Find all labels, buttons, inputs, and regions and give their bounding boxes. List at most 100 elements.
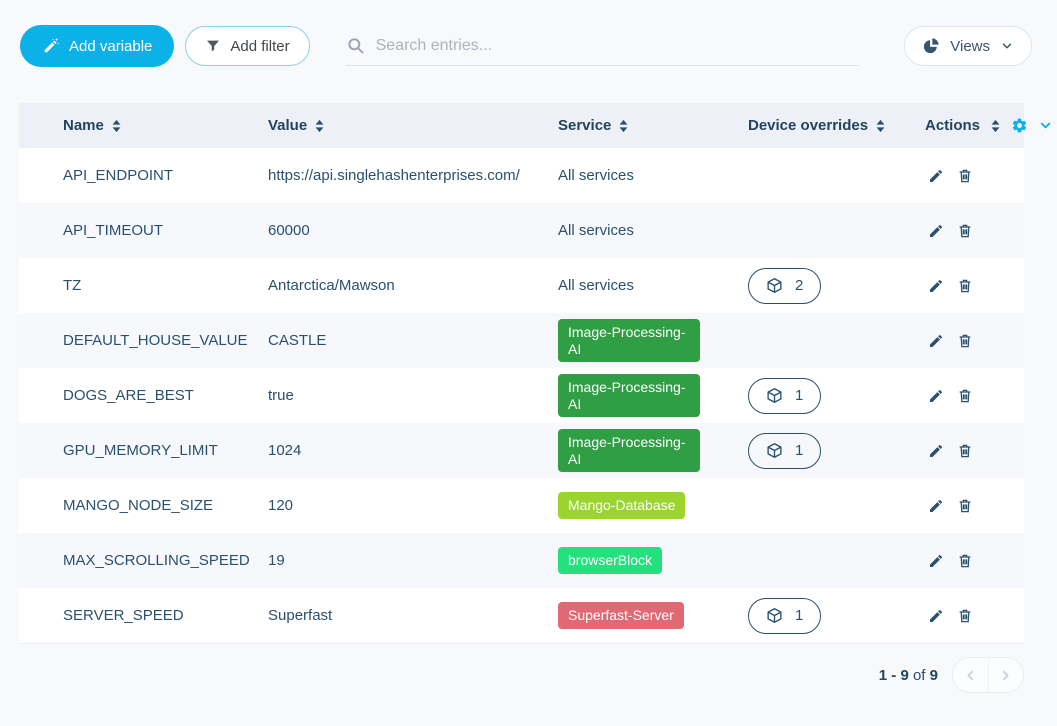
views-label: Views: [950, 37, 990, 55]
variable-value: true: [268, 387, 294, 404]
row-actions: [908, 441, 1024, 461]
row-actions: [908, 551, 1024, 571]
device-overrides-pill[interactable]: 1: [748, 597, 822, 634]
service-cell: browserBlock: [558, 547, 748, 574]
pencil-icon: [928, 223, 944, 239]
delete-button[interactable]: [955, 441, 975, 461]
edit-button[interactable]: [926, 221, 946, 241]
trash-icon: [957, 278, 973, 294]
next-page-button[interactable]: [987, 658, 1024, 692]
trash-icon: [957, 498, 973, 514]
search-input[interactable]: [375, 36, 859, 55]
trash-icon: [957, 553, 973, 569]
device-overrides-count: 1: [795, 387, 804, 404]
table-header: Name Value Service Device overrides Acti…: [19, 103, 1051, 148]
variable-value: https://api.singlehashenterprises.com/: [268, 167, 520, 184]
sort-arrows-icon: [314, 119, 325, 133]
package-box-icon: [766, 387, 783, 404]
trash-icon: [957, 388, 973, 404]
pagination-total: 9: [929, 666, 938, 684]
delete-button[interactable]: [955, 276, 975, 296]
device-overrides-cell: 1: [748, 377, 908, 414]
service-cell: Image-Processing-AI: [558, 373, 748, 418]
row-actions: [908, 496, 1024, 516]
toolbar: Add variable Add filter Views: [0, 0, 1057, 67]
edit-button[interactable]: [926, 331, 946, 351]
variable-value: 19: [268, 552, 285, 569]
row-actions: [908, 331, 1024, 351]
trash-icon: [957, 608, 973, 624]
service-badge: Image-Processing-AI: [558, 318, 700, 363]
column-header-name[interactable]: Name: [63, 117, 268, 134]
delete-button[interactable]: [955, 386, 975, 406]
magic-wand-icon: [42, 37, 60, 55]
column-label: Service: [558, 117, 612, 134]
previous-page-button[interactable]: [953, 658, 988, 692]
table-row: MAX_SCROLLING_SPEED 19 browserBlock: [19, 533, 1024, 588]
delete-button[interactable]: [955, 496, 975, 516]
variable-value: 1024: [268, 442, 302, 459]
row-actions: [908, 221, 1024, 241]
variable-name: DEFAULT_HOUSE_VALUE: [63, 332, 248, 349]
add-variable-button[interactable]: Add variable: [20, 25, 175, 67]
variable-value: Superfast: [268, 607, 333, 624]
filter-funnel-icon: [205, 38, 221, 54]
edit-button[interactable]: [926, 606, 946, 626]
delete-button[interactable]: [955, 331, 975, 351]
column-header-service[interactable]: Service: [558, 117, 748, 134]
views-button[interactable]: Views: [904, 26, 1032, 66]
add-filter-label: Add filter: [230, 37, 290, 55]
variable-name: SERVER_SPEED: [63, 607, 184, 624]
service-cell: Image-Processing-AI: [558, 318, 748, 363]
column-label: Device overrides: [748, 117, 869, 134]
service-text: All services: [558, 222, 634, 239]
delete-button[interactable]: [955, 551, 975, 571]
delete-button[interactable]: [955, 606, 975, 626]
service-cell: Mango-Database: [558, 492, 748, 519]
edit-button[interactable]: [926, 276, 946, 296]
edit-button[interactable]: [926, 386, 946, 406]
variable-value: Antarctica/Mawson: [268, 277, 395, 294]
device-overrides-pill[interactable]: 2: [748, 267, 822, 304]
package-box-icon: [766, 442, 783, 459]
row-actions: [908, 276, 1024, 296]
delete-button[interactable]: [955, 166, 975, 186]
trash-icon: [957, 443, 973, 459]
edit-button[interactable]: [926, 496, 946, 516]
column-header-value[interactable]: Value: [268, 117, 558, 134]
service-badge: Mango-Database: [558, 492, 686, 519]
service-cell: Image-Processing-AI: [558, 428, 748, 473]
add-filter-button[interactable]: Add filter: [185, 26, 310, 66]
service-cell: All services: [558, 222, 748, 239]
edit-button[interactable]: [926, 166, 946, 186]
service-badge: Image-Processing-AI: [558, 373, 700, 418]
gear-icon[interactable]: [1011, 117, 1028, 134]
edit-button[interactable]: [926, 441, 946, 461]
add-variable-label: Add variable: [69, 37, 153, 55]
variable-name: MANGO_NODE_SIZE: [63, 497, 214, 514]
device-overrides-pill[interactable]: 1: [748, 377, 822, 414]
package-box-icon: [766, 277, 783, 294]
service-badge: Image-Processing-AI: [558, 428, 700, 473]
service-cell: All services: [558, 277, 748, 294]
edit-button[interactable]: [926, 551, 946, 571]
service-cell: Superfast-Server: [558, 602, 748, 629]
column-header-device-overrides[interactable]: Device overrides: [748, 117, 908, 134]
column-header-actions[interactable]: Actions: [908, 117, 1053, 134]
pagination-range: 1 - 9: [878, 666, 909, 684]
row-actions: [908, 166, 1024, 186]
pie-chart-icon: [922, 37, 940, 55]
delete-button[interactable]: [955, 221, 975, 241]
search-icon: [346, 36, 365, 55]
variable-name: API_ENDPOINT: [63, 167, 174, 184]
table-row: TZ Antarctica/Mawson All services 2: [19, 258, 1024, 313]
variable-name: GPU_MEMORY_LIMIT: [63, 442, 218, 459]
chevron-down-icon[interactable]: [1038, 118, 1053, 133]
variable-value: 60000: [268, 222, 310, 239]
pencil-icon: [928, 498, 944, 514]
table-row: DEFAULT_HOUSE_VALUE CASTLE Image-Process…: [19, 313, 1024, 368]
device-overrides-count: 1: [795, 442, 804, 459]
variables-table: Name Value Service Device overrides Acti…: [19, 103, 1051, 644]
table-row: API_ENDPOINT https://api.singlehashenter…: [19, 148, 1024, 203]
device-overrides-pill[interactable]: 1: [748, 432, 822, 469]
